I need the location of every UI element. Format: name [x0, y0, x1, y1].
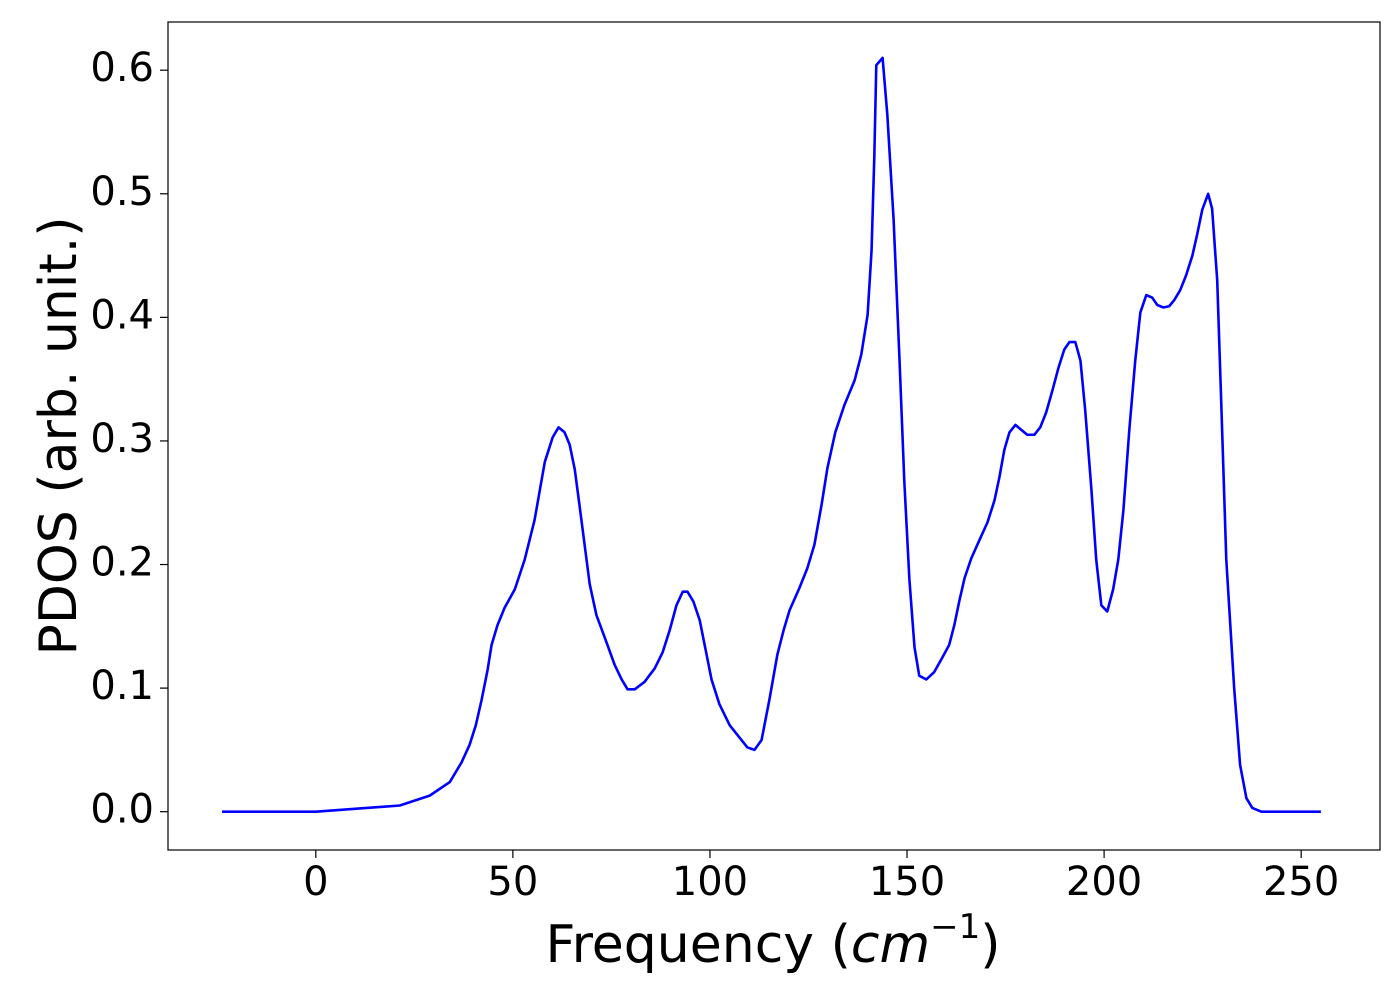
x-label-exponent: −1: [930, 907, 980, 947]
y-tick-label: 0.0: [90, 787, 154, 833]
plot-frame: [167, 21, 1381, 851]
y-tick-label: 0.3: [90, 416, 154, 462]
x-axis-label: Frequency (cm−1): [545, 907, 1000, 976]
x-tick-label: 200: [1066, 859, 1142, 905]
y-axis-label: PDOS (arb. unit.): [29, 216, 89, 655]
x-tick-label: 250: [1263, 859, 1339, 905]
y-tick-label: 0.6: [90, 45, 154, 91]
line-series: [222, 56, 1321, 813]
x-label-unit: cm: [851, 915, 930, 975]
x-tick-label: 0: [303, 859, 328, 905]
x-tick-label: 100: [672, 859, 748, 905]
y-tick-label: 0.5: [90, 169, 154, 215]
x-label-text: ): [980, 915, 1000, 975]
x-tick-label: 150: [869, 859, 945, 905]
x-tick-label: 50: [487, 859, 538, 905]
y-tick-label: 0.2: [90, 540, 154, 586]
x-label-text: Frequency (: [545, 915, 850, 975]
y-tick-label: 0.1: [90, 663, 154, 709]
y-tick-label: 0.4: [90, 292, 154, 338]
